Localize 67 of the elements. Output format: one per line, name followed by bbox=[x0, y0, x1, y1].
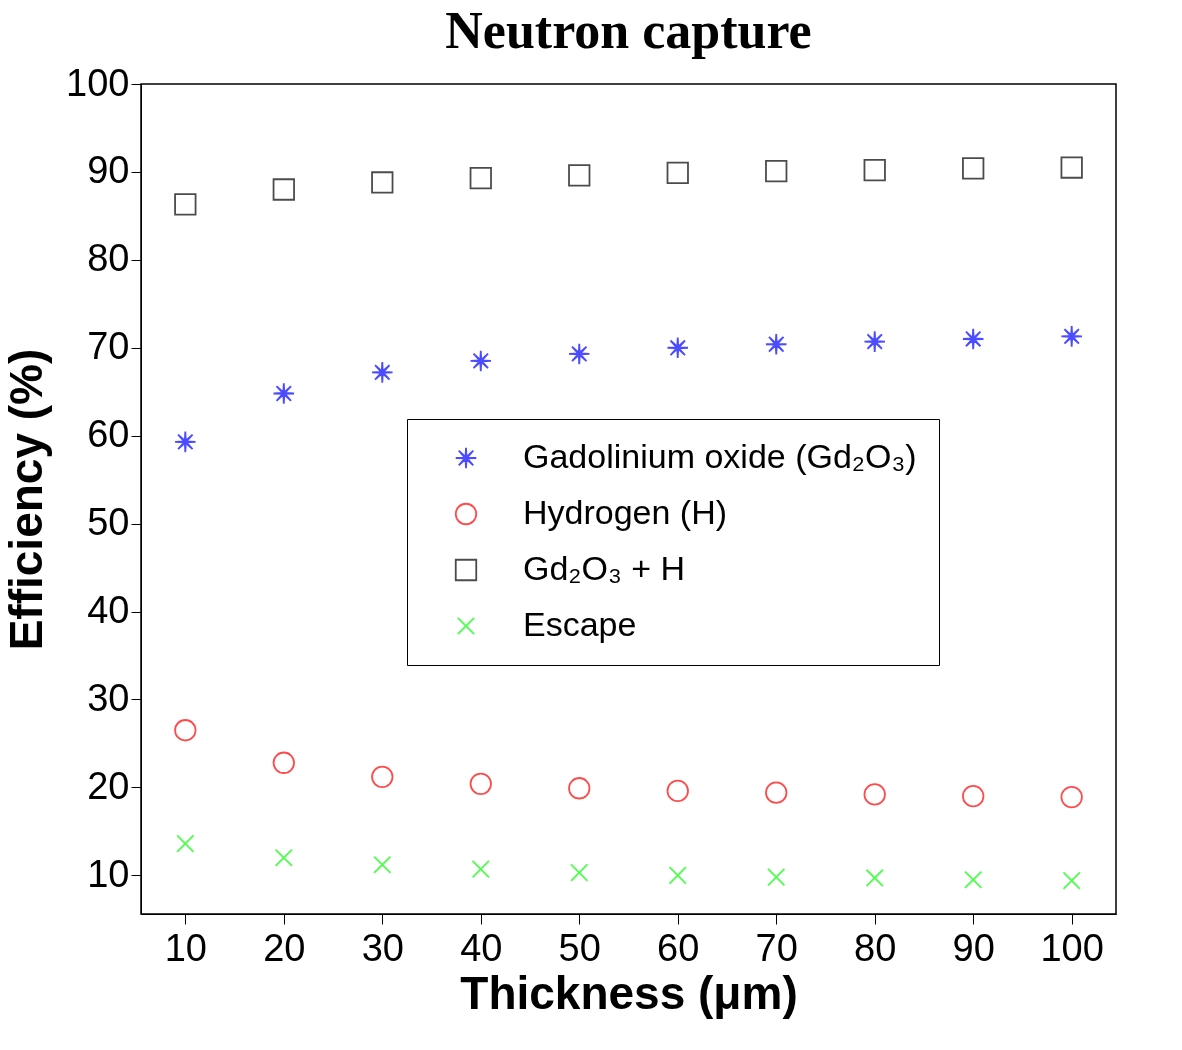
point bbox=[1062, 871, 1081, 890]
legend-label: Gd₂O₃ + H bbox=[523, 549, 686, 587]
y-tick-label: 100 bbox=[66, 61, 130, 104]
y-tick-label: 10 bbox=[87, 852, 130, 895]
point bbox=[863, 783, 886, 806]
point bbox=[568, 164, 591, 187]
point bbox=[174, 430, 197, 453]
point bbox=[962, 327, 985, 351]
point bbox=[767, 867, 786, 887]
x-axis-title: Thickness (μm) bbox=[460, 966, 798, 1019]
x-tick-label: 90 bbox=[952, 926, 995, 969]
y-axis-title: Efficiency (%) bbox=[0, 348, 53, 651]
point bbox=[570, 863, 589, 882]
x-tick-label: 80 bbox=[854, 926, 897, 969]
point bbox=[176, 834, 195, 853]
point bbox=[373, 855, 392, 874]
x-tick-label: 40 bbox=[460, 926, 503, 969]
y-tick-label: 70 bbox=[87, 325, 130, 368]
y-tick-label: 80 bbox=[87, 237, 130, 280]
point bbox=[471, 860, 490, 879]
point bbox=[962, 157, 985, 180]
point bbox=[568, 342, 591, 366]
x-tick-label: 10 bbox=[164, 926, 207, 969]
point bbox=[666, 161, 689, 184]
point bbox=[1060, 785, 1083, 809]
point bbox=[469, 772, 492, 795]
point bbox=[272, 178, 295, 201]
chart-title: Neutron capture bbox=[445, 2, 812, 59]
x-tick-label: 30 bbox=[361, 926, 404, 969]
point bbox=[1060, 325, 1083, 348]
y-tick-label: 20 bbox=[87, 764, 130, 807]
legend-label: Escape bbox=[523, 605, 637, 643]
x-tick-label: 60 bbox=[657, 926, 700, 969]
point bbox=[765, 333, 788, 356]
point bbox=[371, 171, 394, 194]
point bbox=[962, 785, 985, 808]
y-tick-label: 40 bbox=[87, 589, 130, 632]
point bbox=[469, 349, 492, 373]
y-tick-label: 60 bbox=[87, 413, 130, 456]
point bbox=[964, 870, 983, 889]
point bbox=[469, 166, 492, 190]
x-tick-label: 50 bbox=[558, 926, 601, 969]
point bbox=[863, 159, 886, 182]
point bbox=[568, 777, 591, 800]
point bbox=[272, 382, 295, 405]
y-tick-label: 30 bbox=[87, 676, 130, 719]
point bbox=[371, 361, 394, 384]
legend-label: Hydrogen (H) bbox=[523, 493, 728, 531]
y-tick-label: 50 bbox=[87, 501, 130, 544]
legend-label: Gadolinium oxide (Gd₂O₃) bbox=[523, 437, 917, 475]
point bbox=[1060, 156, 1083, 179]
point bbox=[274, 848, 293, 867]
x-tick-label: 20 bbox=[263, 926, 306, 969]
point bbox=[371, 765, 394, 788]
point bbox=[765, 159, 788, 183]
point bbox=[668, 866, 687, 885]
x-tick-label: 70 bbox=[755, 926, 798, 969]
point bbox=[666, 779, 689, 803]
point bbox=[174, 719, 197, 742]
x-tick-label: 100 bbox=[1040, 926, 1104, 969]
y-tick-label: 90 bbox=[87, 149, 130, 192]
point bbox=[666, 336, 689, 359]
point bbox=[865, 868, 884, 888]
point bbox=[174, 193, 197, 216]
point bbox=[765, 781, 788, 804]
point bbox=[272, 751, 295, 774]
point bbox=[863, 330, 886, 353]
